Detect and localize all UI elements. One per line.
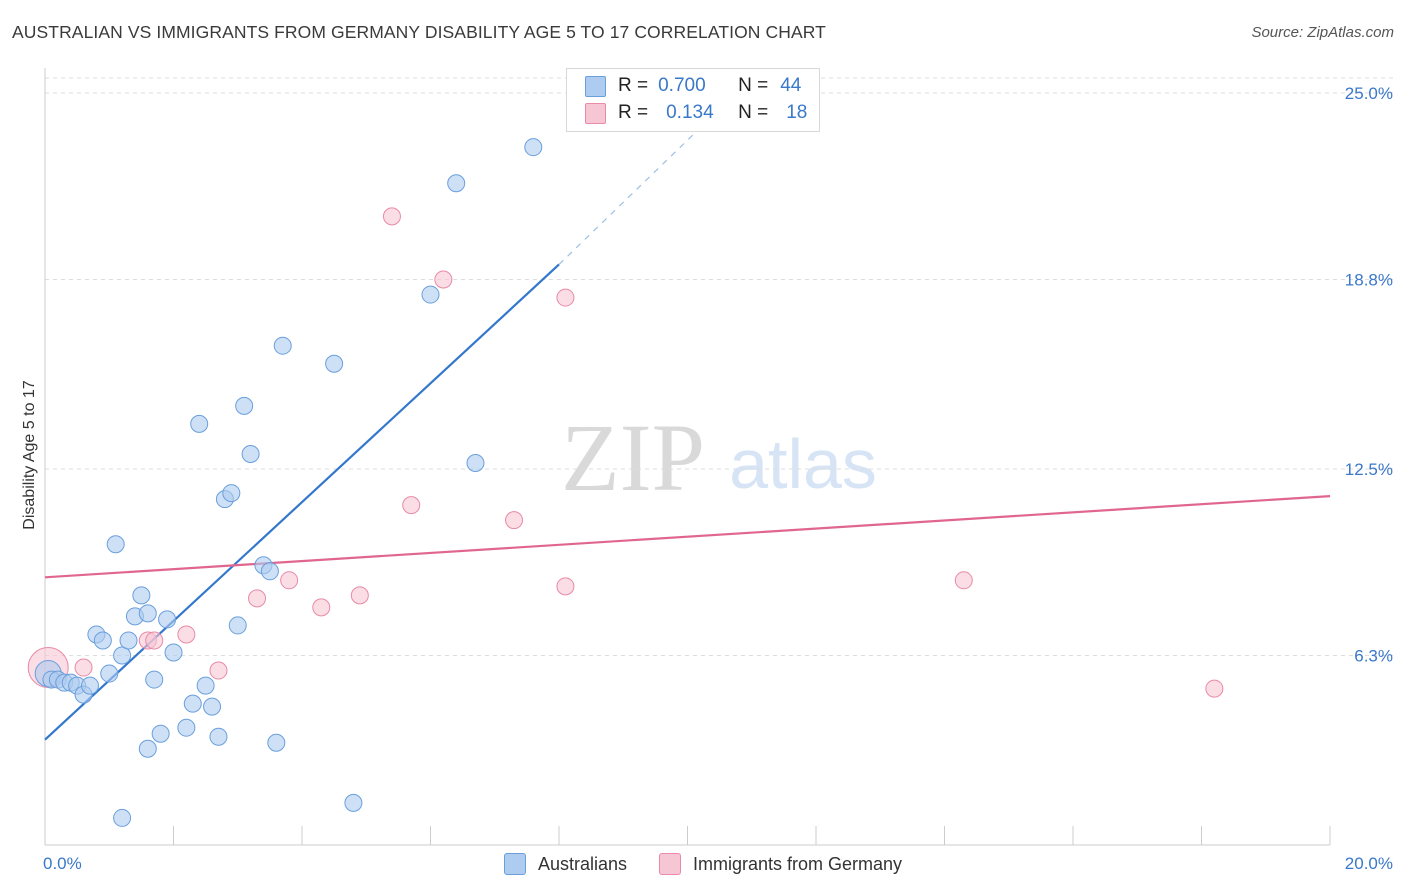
- legend-r-value: 0.700: [658, 75, 706, 96]
- point-germany: [145, 631, 164, 650]
- point-germany: [350, 586, 369, 605]
- point-germany: [177, 625, 196, 644]
- source-label: Source: ZipAtlas.com: [1251, 24, 1394, 41]
- trend-line-australians: [44, 263, 560, 741]
- point-australians: [190, 414, 209, 433]
- point-germany: [74, 658, 93, 677]
- point-australians: [222, 484, 241, 503]
- point-australians: [106, 535, 125, 554]
- point-australians: [119, 631, 138, 650]
- point-germany: [1205, 679, 1224, 698]
- point-australians: [524, 138, 543, 157]
- point-germany: [954, 571, 973, 590]
- trend-line-australians-extension: [558, 77, 753, 265]
- point-germany: [556, 288, 575, 307]
- axes: [44, 68, 1331, 846]
- point-australians: [93, 631, 112, 650]
- point-australians: [177, 718, 196, 737]
- legend-row-germany: R = 0.134 N = 18: [585, 100, 807, 126]
- point-australians: [228, 616, 247, 635]
- point-australians: [132, 586, 151, 605]
- point-australians: [145, 670, 164, 689]
- watermark-zip: ZIP: [561, 404, 705, 511]
- point-australians: [183, 694, 202, 713]
- legend-n-value: 44: [780, 75, 802, 96]
- legend-swatch-pink: [585, 102, 606, 124]
- legend-swatch-pink: [659, 853, 681, 875]
- chart-title: AUSTRALIAN VS IMMIGRANTS FROM GERMANY DI…: [12, 22, 826, 42]
- point-germany: [280, 571, 299, 590]
- legend-label-australians: Australians: [537, 853, 627, 874]
- point-germany: [382, 207, 401, 226]
- legend-row-australians: R = 0.700 N = 44: [585, 73, 801, 99]
- watermark: ZIP atlas: [561, 404, 877, 511]
- y-tick-label: 25.0%: [1345, 84, 1393, 103]
- point-germany: [505, 511, 524, 530]
- point-germany: [248, 589, 267, 608]
- x-tick-label-min: 0.0%: [43, 854, 82, 873]
- point-australians: [325, 354, 344, 373]
- point-australians: [344, 793, 363, 812]
- legend-r-label: R =: [618, 102, 649, 123]
- point-australians: [235, 396, 254, 415]
- point-australians: [138, 604, 157, 623]
- point-australians: [100, 664, 119, 683]
- y-tick-label: 6.3%: [1354, 647, 1393, 666]
- point-germany: [312, 598, 331, 617]
- point-australians: [241, 444, 260, 463]
- legend-item-germany: Immigrants from Germany: [659, 853, 902, 875]
- legend-n-label: N =: [738, 75, 769, 96]
- legend-swatch-blue: [503, 853, 526, 875]
- watermark-atlas: atlas: [729, 425, 877, 503]
- point-australians: [151, 724, 170, 743]
- legend-item-australians: Australians: [503, 853, 627, 875]
- legend-label-germany: Immigrants from Germany: [693, 853, 903, 874]
- point-australians: [158, 610, 177, 629]
- point-australians: [209, 727, 228, 746]
- point-australians: [421, 285, 440, 304]
- point-germany: [402, 496, 421, 515]
- legend-n-label: N =: [738, 102, 769, 123]
- point-australians: [260, 562, 279, 581]
- point-australians: [164, 643, 183, 662]
- point-australians: [273, 336, 292, 355]
- point-germany: [434, 270, 453, 289]
- point-australians: [80, 676, 99, 695]
- series-legend: Australians Immigrants from Germany: [0, 851, 1406, 877]
- x-tick-label-max: 20.0%: [1345, 854, 1393, 873]
- point-germany: [209, 661, 228, 680]
- point-australians: [267, 733, 286, 752]
- point-australians: [466, 454, 485, 473]
- legend-swatch-blue: [585, 75, 606, 97]
- y-tick-label: 18.8%: [1345, 271, 1393, 290]
- legend-r-value: 0.134: [666, 102, 714, 123]
- tick-labels: 6.3% 12.5% 18.8% 25.0% 0.0% 20.0%: [43, 84, 1393, 873]
- point-germany: [556, 577, 575, 596]
- legend-r-label: R =: [618, 75, 649, 96]
- point-australians: [113, 808, 132, 827]
- data-points: [27, 138, 1224, 827]
- point-australians: [138, 739, 157, 758]
- point-australians: [447, 174, 466, 193]
- point-australians: [196, 676, 215, 695]
- stats-legend: R = 0.700 N = 44 R = 0.134 N = 18: [566, 68, 820, 132]
- y-tick-label: 12.5%: [1345, 460, 1393, 479]
- grid: [45, 77, 1395, 657]
- point-australians: [203, 697, 222, 716]
- point-australians: [113, 646, 132, 665]
- legend-n-value: 18: [786, 102, 808, 123]
